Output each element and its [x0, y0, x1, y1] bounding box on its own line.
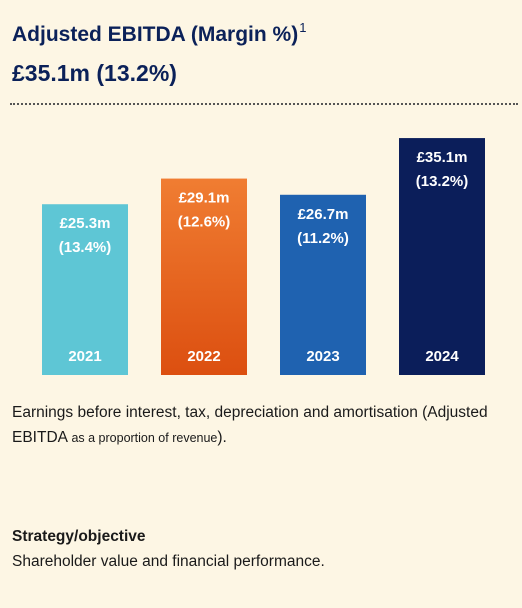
dotted-divider [10, 103, 518, 105]
description-small: as a proportion of revenue [71, 431, 218, 445]
strategy-label: Strategy/objective [12, 528, 146, 545]
bar-2023 [280, 194, 366, 375]
category-label-2022: 2022 [187, 348, 220, 365]
margin-label-2022: (12.6%) [178, 214, 231, 231]
chart-title-text: Adjusted EBITDA (Margin %) [12, 23, 299, 46]
category-label-2024: 2024 [425, 348, 459, 365]
margin-label-2021: (13.4%) [59, 239, 112, 256]
bar-2024 [399, 138, 485, 375]
category-label-2023: 2023 [306, 348, 339, 365]
chart-title: Adjusted EBITDA (Margin %)1 [12, 20, 306, 47]
description-text: Earnings before interest, tax, depreciat… [12, 400, 512, 451]
bar-2021 [42, 204, 128, 375]
value-label-2024: £35.1m [417, 149, 468, 166]
strategy-text: Shareholder value and financial performa… [12, 553, 325, 570]
value-label-2022: £29.1m [179, 190, 230, 207]
margin-label-2023: (11.2%) [297, 230, 349, 247]
headline-value: £35.1m (13.2%) [12, 60, 177, 86]
value-label-2023: £26.7m [298, 206, 349, 223]
description-main: Earnings before interest, tax, depreciat… [12, 404, 488, 446]
category-label-2021: 2021 [68, 348, 101, 365]
ebitda-bar-chart: £25.3m (13.4%) 2021 £29.1m (12.6%) 2022 £26.7m… [42, 138, 485, 375]
value-label-2021: £25.3m [60, 215, 111, 232]
bar-2022 [161, 178, 247, 375]
margin-label-2024: (13.2%) [416, 173, 469, 190]
description-tail: ). [217, 429, 227, 446]
footnote-marker: 1 [299, 20, 307, 35]
